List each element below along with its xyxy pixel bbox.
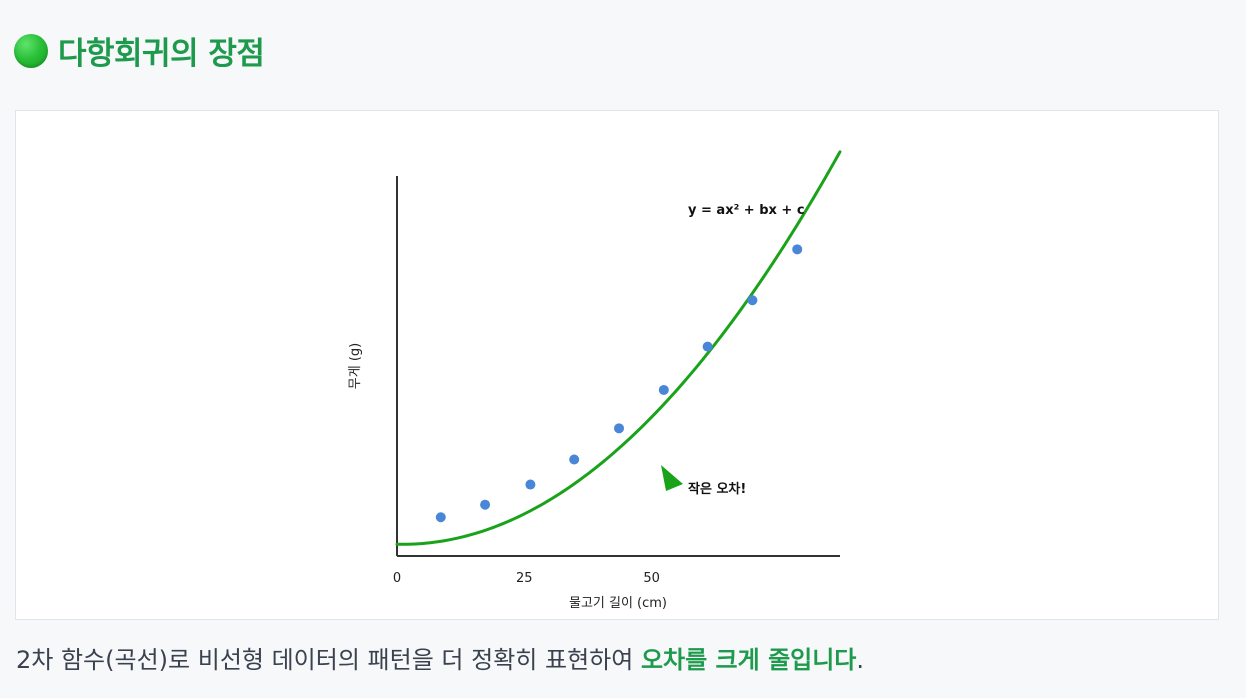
y-axis-label: 무게 (g) (348, 343, 363, 389)
arrow-icon (661, 465, 683, 491)
data-point (614, 423, 625, 434)
data-point (569, 454, 580, 465)
data-point (747, 295, 758, 306)
labels-layer: 0 25 50 물고기 길이 (cm) 무게 (g) y = ax² + bx + c 작은… (348, 203, 805, 611)
chart-card: 0 25 50 물고기 길이 (cm) 무게 (g) y = ax² + bx + c 작은… (15, 110, 1219, 620)
x-axis-label: 물고기 길이 (cm) (569, 596, 667, 611)
data-point (525, 479, 536, 490)
equation-label: y = ax² + bx + c (688, 203, 805, 218)
caption-emphasis: 오차를 크게 줄입니다 (640, 646, 857, 674)
chart-axes (396, 176, 840, 557)
curve-layer (395, 150, 842, 546)
caption-suffix: . (856, 646, 865, 674)
data-point (435, 512, 446, 523)
points-layer (435, 244, 803, 523)
regression-chart: 0 25 50 물고기 길이 (cm) 무게 (g) y = ax² + bx + c 작은… (348, 150, 842, 611)
data-point (658, 384, 669, 395)
data-point (702, 341, 713, 352)
fit-curve (395, 150, 842, 546)
x-tick-label: 25 (516, 571, 533, 586)
data-point (792, 244, 803, 255)
green-circle-icon (14, 33, 48, 68)
data-point (480, 499, 491, 510)
x-tick-label: 0 (393, 571, 401, 586)
caption: 2차 함수(곡선)로 비선형 데이터의 패턴을 더 정확히 표현하여 오차를 크… (16, 640, 864, 675)
annotation-label: 작은 오차! (688, 481, 746, 497)
x-tick-label: 50 (643, 571, 660, 586)
caption-text: 2차 함수(곡선)로 비선형 데이터의 패턴을 더 정확히 표현하여 (16, 646, 641, 674)
page-title: 다항회귀의 장점 (58, 36, 265, 72)
section-heading: 다항회귀의 장점 (14, 28, 265, 73)
